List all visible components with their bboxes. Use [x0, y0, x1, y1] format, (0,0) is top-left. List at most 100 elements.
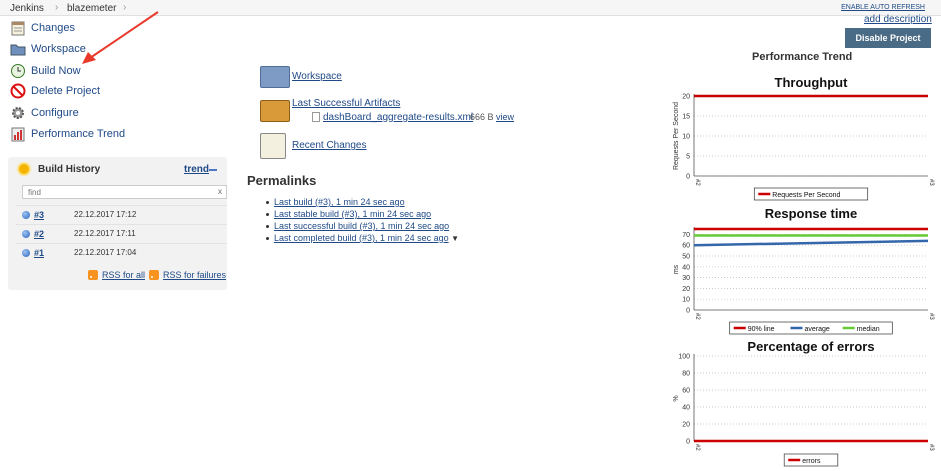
build-status-ball-icon: [22, 249, 30, 257]
build-number-link[interactable]: #2: [34, 229, 45, 239]
build-number-link[interactable]: #3: [34, 210, 45, 220]
chart-legend-label: average: [805, 326, 830, 333]
build-row[interactable]: #3 22.12.2017 17:12: [16, 205, 227, 223]
permalink-last-build[interactable]: Last build (#3), 1 min 24 sec ago: [274, 197, 405, 207]
chart-legend-label: median: [857, 326, 880, 333]
build-date: 22.12.2017 17:11: [74, 229, 136, 238]
chart-legend-label: Requests Per Second: [772, 192, 840, 199]
artifact-view-link[interactable]: view: [496, 112, 515, 122]
build-history-title: Build History: [38, 164, 101, 175]
clear-search-icon[interactable]: x: [218, 187, 222, 196]
bullet-icon: [266, 213, 269, 217]
task-label: Changes: [31, 22, 76, 34]
document-icon: [312, 112, 320, 122]
chart-series-line: [693, 239, 929, 247]
performance-trend-title: Performance Trend: [752, 51, 853, 63]
chart-y-tick-label: 50: [682, 254, 690, 261]
breadcrumb-blazemeter[interactable]: blazemeter: [67, 3, 117, 14]
task-configure[interactable]: Configure: [10, 104, 79, 122]
build-row[interactable]: #2 22.12.2017 17:11: [16, 224, 227, 242]
chart-y-axis-label: %: [673, 395, 680, 401]
response-time-chart: Response time ms 0 10 20 30 40 50 60 70 #2 #3 90% li…: [673, 206, 934, 335]
rss-icon: [149, 270, 160, 280]
last-successful-artifacts-link[interactable]: Last Successful Artifacts: [292, 98, 401, 109]
task-changes[interactable]: Changes: [10, 19, 75, 37]
task-performance-trend[interactable]: Performance Trend: [10, 125, 125, 143]
chart-y-tick-label: 0: [686, 439, 690, 446]
no-entry-icon: [10, 83, 26, 99]
workspace-link[interactable]: Workspace: [292, 71, 342, 82]
annotation-arrow-icon: [82, 11, 159, 64]
dropdown-arrow-icon[interactable]: ▼: [451, 234, 460, 243]
chart-y-tick-label: 60: [682, 243, 690, 250]
chart-x-tick-label: #2: [694, 179, 700, 186]
chart-x-tick-label: #3: [928, 179, 934, 186]
chart-y-tick-label: 60: [682, 388, 690, 395]
breadcrumb-jenkins[interactable]: Jenkins: [10, 3, 44, 14]
artifact-file-link[interactable]: dashBoard_aggregate-results.xml: [323, 112, 474, 123]
bullet-icon: [266, 225, 269, 229]
task-delete-project[interactable]: Delete Project: [10, 82, 100, 100]
chart-legend-box: [729, 321, 893, 335]
permalink-item: Last build (#3), 1 min 24 sec ago: [266, 197, 405, 207]
chart-title: Percentage of errors: [747, 339, 874, 354]
build-date: 22.12.2017 17:12: [74, 210, 137, 219]
artifact-size: 666 B: [470, 112, 494, 122]
task-label: Workspace: [31, 43, 86, 55]
permalinks-heading: Permalinks: [247, 173, 317, 188]
notepad-icon: [260, 133, 286, 159]
task-label: Configure: [31, 107, 79, 119]
trend-link[interactable]: trend: [184, 164, 209, 175]
build-number-link[interactable]: #1: [34, 248, 45, 258]
chart-x-tick-label: #3: [928, 444, 934, 451]
bullet-icon: [266, 201, 269, 205]
add-description-link[interactable]: add description: [864, 14, 932, 25]
rss-icon: [88, 270, 98, 280]
build-date: 22.12.2017 17:04: [74, 248, 137, 257]
chart-y-tick-label: 0: [686, 308, 690, 315]
enable-auto-refresh-link[interactable]: ENABLE AUTO REFRESH: [841, 4, 925, 11]
build-status-ball-icon: [22, 211, 30, 219]
chart-y-tick-label: 30: [682, 275, 690, 282]
disable-project-button[interactable]: Disable Project: [845, 28, 931, 48]
breadcrumb: Jenkins › blazemeter › ENABLE AUTO REFRE…: [0, 0, 941, 16]
chart-y-tick-label: 20: [682, 94, 690, 101]
bar-chart-icon: [10, 126, 26, 142]
task-workspace[interactable]: Workspace: [10, 40, 86, 58]
chart-y-tick-label: 5: [686, 154, 690, 161]
rss-all-link[interactable]: RSS for all: [102, 270, 146, 280]
chart-y-tick-label: 80: [682, 371, 690, 378]
chart-y-tick-label: 20: [682, 286, 690, 293]
permalink-last-successful[interactable]: Last successful build (#3), 1 min 24 sec…: [274, 221, 450, 231]
permalink-last-stable[interactable]: Last stable build (#3), 1 min 24 sec ago: [274, 209, 432, 219]
chart-legend-box: [753, 187, 869, 201]
throughput-chart: Throughput Requests Per Second 0 5 10 15 20 #2 #…: [673, 75, 934, 201]
task-label: Delete Project: [31, 85, 101, 97]
package-icon: [260, 100, 290, 122]
rss-links: RSS for all RSS for failures: [88, 270, 226, 280]
permalink-last-completed[interactable]: Last completed build (#3), 1 min 24 sec …: [274, 233, 449, 243]
chart-legend-box: [783, 453, 839, 467]
chart-y-tick-label: 0: [686, 174, 690, 181]
weather-sunny-icon: [19, 164, 29, 174]
build-search-input[interactable]: [22, 185, 227, 199]
chart-title: Throughput: [775, 75, 849, 90]
permalink-item: Last completed build (#3), 1 min 24 sec …: [266, 233, 459, 243]
chart-title: Response time: [765, 206, 857, 221]
task-build-now[interactable]: Build Now: [10, 62, 81, 80]
errors-chart: Percentage of errors% 0 20 40 60 80 100 #2 #3 err…: [673, 339, 934, 467]
chart-y-tick-label: 15: [682, 114, 690, 121]
chart-legend-label: errors: [802, 458, 821, 465]
build-row[interactable]: #1 22.12.2017 17:04: [16, 243, 227, 261]
chart-y-tick-label: 40: [682, 405, 690, 412]
chart-y-tick-label: 70: [682, 232, 690, 239]
permalink-item: Last stable build (#3), 1 min 24 sec ago: [266, 209, 431, 219]
chart-y-axis-label: Requests Per Second: [673, 102, 680, 170]
gear-icon: [10, 105, 26, 121]
chart-x-tick-label: #2: [694, 313, 700, 320]
recent-changes-link[interactable]: Recent Changes: [292, 140, 367, 151]
chart-y-axis-label: ms: [673, 264, 680, 274]
trend-toggle-icon[interactable]: [209, 169, 217, 171]
rss-failures-link[interactable]: RSS for failures: [163, 270, 227, 280]
clock-icon: [10, 63, 26, 79]
